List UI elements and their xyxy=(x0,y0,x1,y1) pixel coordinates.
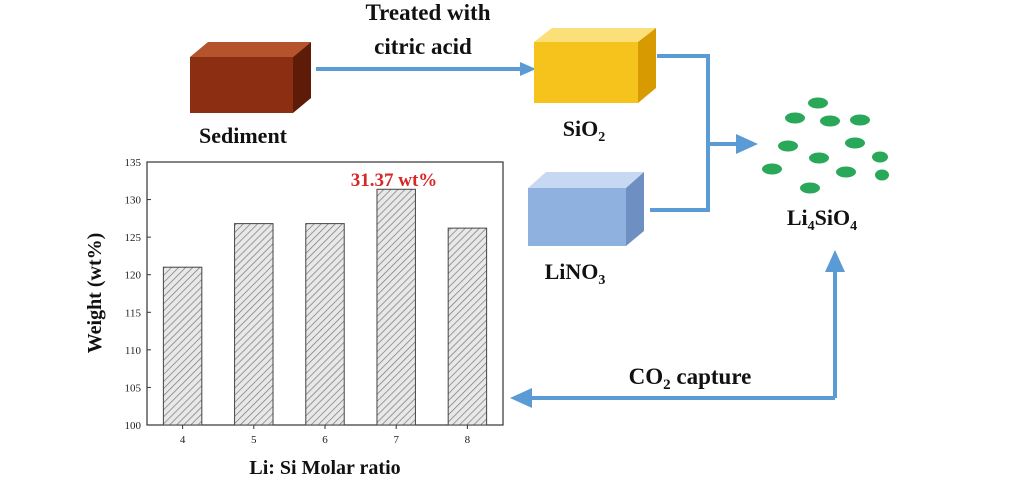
arrowhead-chart xyxy=(510,388,532,408)
bar-8 xyxy=(447,227,488,426)
x-axis-label: Li: Si Molar ratio xyxy=(249,457,400,479)
y-tick-label: 100 xyxy=(125,420,142,432)
y-axis-ticks: 100 105 110 115 120 125 130 135 xyxy=(125,157,151,432)
x-tick-label: 7 xyxy=(393,434,399,446)
y-tick-label: 115 xyxy=(125,307,142,319)
y-tick-label: 130 xyxy=(125,195,142,207)
li4sio4-label: Li4SiO4 xyxy=(787,205,857,234)
li4sio4-particles xyxy=(762,97,889,194)
arrowhead-up xyxy=(825,250,845,272)
arrow-lino3-merge xyxy=(650,144,710,212)
bar-7 xyxy=(376,188,416,426)
bar-6 xyxy=(305,223,345,426)
sediment-label: Sediment xyxy=(199,123,288,148)
bars xyxy=(162,188,488,426)
treatment-label-line2: citric acid xyxy=(374,34,472,59)
x-tick-label: 6 xyxy=(322,434,328,446)
y-axis-label: Weight (wt%) xyxy=(84,233,106,354)
y-tick-label: 110 xyxy=(125,345,142,357)
lino3-label: LiNO3 xyxy=(545,259,606,288)
arrow-sio2-merge xyxy=(657,54,710,144)
bar-5 xyxy=(234,223,274,426)
arrowhead-product xyxy=(736,134,758,154)
y-tick-label: 125 xyxy=(125,232,142,244)
y-tick-label: 135 xyxy=(125,157,142,169)
co2-capture-label: CO2 capture xyxy=(629,364,752,393)
bar-4 xyxy=(162,266,203,426)
max-value-annotation: 31.37 wt% xyxy=(351,170,438,191)
x-tick-label: 8 xyxy=(465,434,471,446)
sediment-block xyxy=(190,42,311,113)
x-tick-label: 5 xyxy=(251,434,257,446)
y-tick-label: 120 xyxy=(125,270,142,282)
arrowhead-sio2 xyxy=(520,62,536,76)
x-axis-ticks: 4 5 6 7 8 xyxy=(180,425,471,446)
sio2-block xyxy=(534,28,656,103)
weight-bar-chart: 100 105 110 115 120 125 130 135 4 5 6 7 8 31.37 wt%… xyxy=(84,157,504,479)
y-tick-label: 105 xyxy=(125,382,142,394)
treatment-label-line1: Treated with xyxy=(366,0,491,25)
sio2-label: SiO2 xyxy=(563,116,605,145)
lino3-block xyxy=(528,172,644,246)
x-tick-label: 4 xyxy=(180,434,186,446)
